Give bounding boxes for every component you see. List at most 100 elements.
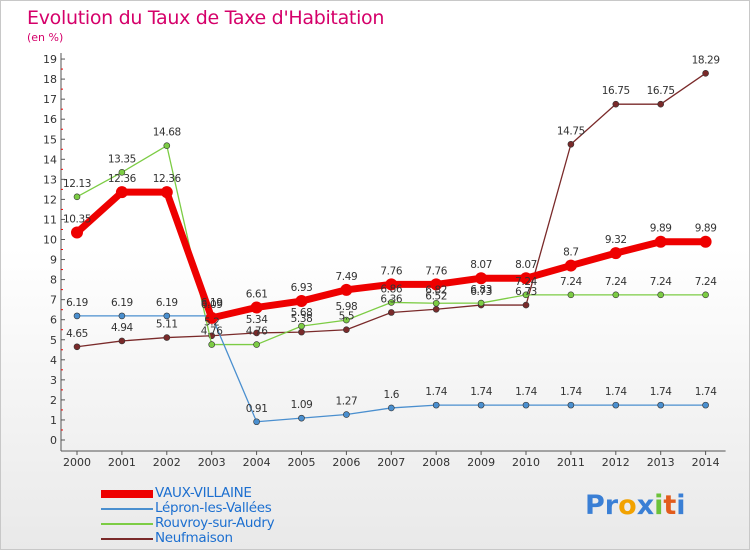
y-tick-label: 5	[50, 334, 57, 347]
logo-letter: i	[676, 490, 686, 521]
x-tick-label: 2000	[63, 456, 91, 469]
data-point	[657, 291, 665, 299]
x-tick-label: 2004	[243, 456, 271, 469]
data-point	[253, 418, 260, 426]
data-point	[295, 295, 308, 308]
logo-letter: P	[585, 490, 605, 521]
data-label: 4.76	[246, 326, 268, 338]
data-label: 8.7	[563, 247, 579, 259]
y-tick-label: 6	[50, 314, 57, 327]
data-label: 9.32	[605, 234, 627, 246]
series-2	[73, 142, 709, 348]
data-label: 6.19	[156, 297, 178, 309]
data-label: 5.68	[291, 307, 313, 319]
data-label: 4.65	[66, 328, 88, 340]
data-label: 4.76	[201, 326, 223, 338]
y-tick-label: 4	[50, 354, 57, 367]
data-label: 5.38	[291, 313, 313, 325]
y-tick-label: 14	[43, 153, 57, 166]
data-label: 6.93	[291, 282, 313, 294]
data-label: 8.07	[515, 259, 537, 271]
data-point	[73, 193, 81, 201]
y-tick-label: 9	[50, 254, 57, 267]
x-tick-label: 2008	[422, 456, 450, 469]
chart-subtitle: (en %)	[27, 31, 64, 44]
data-label: 16.75	[602, 85, 630, 97]
data-label: 6.36	[380, 293, 402, 305]
data-point	[208, 341, 215, 348]
logo-letter: t	[663, 490, 677, 521]
data-label: 7.24	[650, 276, 672, 288]
data-point	[253, 341, 260, 348]
data-label: 6.61	[246, 288, 268, 300]
series-lines	[71, 69, 712, 426]
legend-label: Neufmaison	[155, 530, 233, 546]
data-label: 14.68	[153, 127, 181, 139]
data-label: 1.6	[384, 389, 400, 401]
data-point	[702, 291, 709, 299]
legend-swatch	[101, 523, 153, 525]
x-tick-label: 2011	[557, 456, 585, 469]
data-point	[702, 401, 709, 409]
data-point	[340, 283, 353, 296]
data-point	[115, 186, 128, 199]
y-tick-label: 19	[43, 53, 57, 66]
data-labels: 10.35 12.36 12.36 6.09 6.61 6.93 7.49 7.76 7.76 8…	[63, 54, 720, 414]
data-point	[520, 272, 532, 285]
data-point	[612, 100, 620, 108]
data-label: 4.94	[111, 322, 133, 334]
y-tick-label: 16	[43, 113, 57, 126]
data-label: 5.98	[336, 301, 358, 313]
data-label: 7.76	[380, 265, 402, 277]
series-0	[71, 186, 712, 324]
data-point	[298, 414, 305, 422]
data-label: 1.09	[291, 399, 313, 411]
data-label: 9.89	[695, 223, 717, 235]
data-label: 7.24	[695, 276, 717, 288]
y-tick-label: 8	[50, 274, 57, 287]
data-label: 6.52	[425, 290, 447, 302]
y-tick-label: 10	[43, 234, 57, 247]
data-point	[343, 316, 350, 324]
data-label: 1.74	[425, 386, 447, 398]
data-point	[475, 272, 488, 285]
data-label: 7.24	[515, 276, 537, 288]
data-label: 7.24	[560, 276, 582, 288]
data-point	[298, 322, 305, 330]
data-point	[73, 343, 81, 351]
y-tick-label: 11	[43, 213, 57, 226]
x-tick-label: 2003	[198, 456, 226, 469]
x-tick-label: 2012	[602, 456, 630, 469]
data-label: 7.49	[336, 271, 358, 283]
data-point	[298, 328, 305, 336]
x-tick-label: 2002	[153, 456, 181, 469]
data-label: 8.07	[470, 259, 492, 271]
data-point	[522, 401, 530, 409]
data-point	[385, 278, 398, 291]
data-point	[250, 301, 263, 314]
data-label: 9.89	[650, 223, 672, 235]
data-point	[612, 401, 620, 409]
data-label: 6.09	[201, 299, 223, 311]
data-label: 1.74	[650, 386, 672, 398]
logo-letter: x	[636, 490, 655, 521]
data-point	[387, 404, 395, 412]
y-tick-label: 17	[43, 93, 57, 106]
y-tick-label: 2	[50, 394, 57, 407]
y-tick-label: 0	[50, 434, 57, 447]
data-point	[163, 142, 171, 149]
data-label: 6.19	[201, 297, 223, 309]
data-point	[657, 401, 665, 409]
data-label: 12.13	[63, 178, 91, 190]
data-label: 1.74	[470, 386, 492, 398]
data-point	[564, 259, 577, 272]
x-tick-label: 2014	[692, 456, 720, 469]
data-label: 10.35	[63, 213, 91, 225]
legend-label: Lépron-les-Vallées	[155, 500, 272, 516]
data-label: 1.74	[605, 386, 627, 398]
legend-swatch	[101, 490, 153, 498]
data-point	[73, 312, 81, 320]
y-tick-label: 13	[43, 173, 57, 186]
y-tick-label: 7	[50, 294, 57, 307]
